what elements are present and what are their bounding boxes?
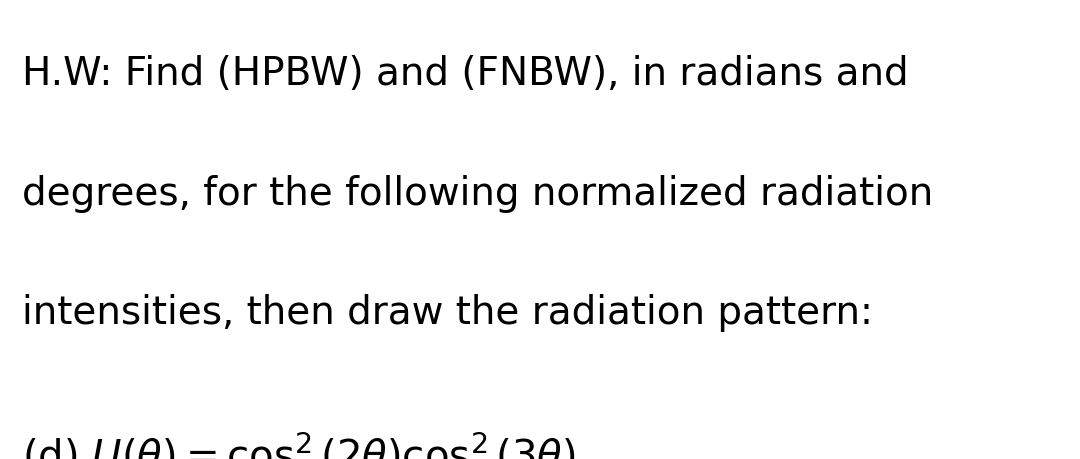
Text: degrees, for the following normalized radiation: degrees, for the following normalized ra… [22, 174, 933, 213]
Text: H.W: Find (HPBW) and (FNBW), in radians and: H.W: Find (HPBW) and (FNBW), in radians … [22, 55, 908, 93]
Text: (d) $U(\theta)=\cos^2(2\theta)\cos^2(3\theta)$: (d) $U(\theta)=\cos^2(2\theta)\cos^2(3\t… [22, 431, 576, 459]
Text: intensities, then draw the radiation pattern:: intensities, then draw the radiation pat… [22, 294, 873, 332]
